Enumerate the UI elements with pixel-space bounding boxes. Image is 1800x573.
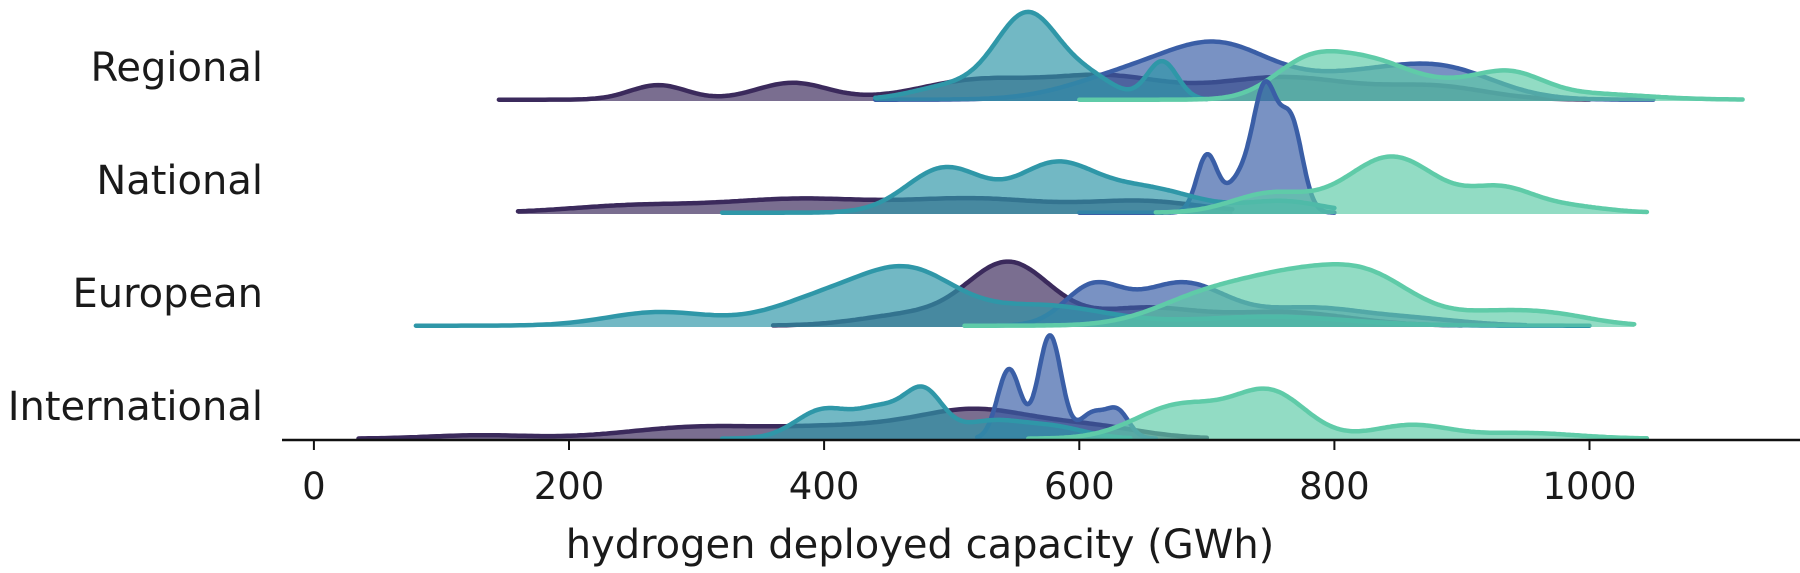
row-labels: Regional National European International [8,45,263,430]
ridge-fill-national-2 [722,161,1335,214]
row-label-regional: Regional [90,45,263,91]
ridge-fill-international-2 [722,386,1131,440]
ridge-line-international-2 [719,384,1133,441]
ridge-fill-european-2 [415,266,1590,327]
ridge-line-european-3 [962,262,1637,328]
x-tick-label-200: 200 [534,465,605,508]
ridge-row-regional [496,9,1745,102]
ridge-line-international-1 [974,333,1159,441]
x-tick-label-400: 400 [789,465,860,508]
row-label-national: National [96,158,263,204]
ridge-fill-national-3 [1155,156,1647,214]
x-tick-label-1000: 1000 [1542,465,1636,508]
ridge-fill-international-1 [977,335,1156,440]
row-label-international: International [8,384,263,430]
x-axis-title: hydrogen deployed capacity (GWh) [566,522,1275,568]
ridge-line-regional-3 [1077,48,1745,102]
ridge-fill-regional-2 [875,11,1207,101]
x-tick-label-600: 600 [1044,465,1115,508]
ridge-line-regional-2 [872,9,1210,102]
row-label-european: European [72,271,263,317]
ridge-fill-regional-3 [1079,51,1743,101]
ridges-layer [356,9,1745,441]
x-axis: 0 200 400 600 800 1000 [282,438,1800,508]
ridge-line-international-3 [1025,386,1650,441]
x-tick-label-800: 800 [1299,465,1370,508]
ridge-row-national [515,79,1650,215]
ridge-line-national-3 [1153,154,1650,215]
x-tick-label-0: 0 [302,465,326,508]
ridge-row-european [413,259,1637,328]
ridge-row-international [356,333,1650,441]
ridge-fill-national-1 [1079,81,1335,215]
ridge-fill-international-3 [1028,388,1647,440]
